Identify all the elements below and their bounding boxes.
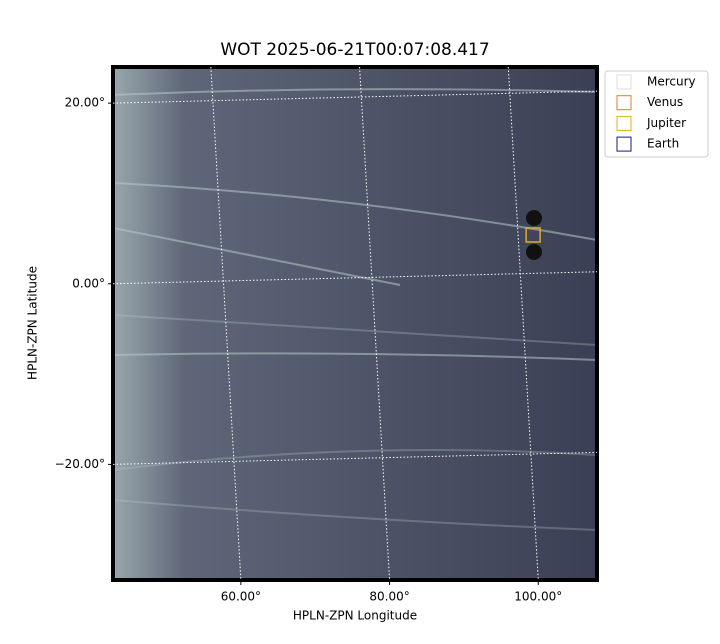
legend-label: Venus — [647, 95, 683, 109]
grid-line — [112, 451, 598, 465]
legend-swatch — [616, 115, 632, 131]
x-tick-label: 60.00° — [221, 590, 261, 604]
legend-label: Earth — [647, 137, 679, 151]
planet-marker — [525, 227, 541, 243]
grid-line — [112, 271, 598, 285]
x-axis-label: HPLN-ZPN Longitude — [293, 609, 417, 623]
streaks — [112, 88, 598, 531]
legend-swatch — [616, 95, 632, 111]
legend-swatch — [616, 136, 632, 152]
grid-line — [359, 66, 391, 581]
y-tick-label: 20.00° — [65, 96, 105, 110]
grid-line — [507, 66, 539, 581]
legend-label: Mercury — [647, 75, 696, 89]
y-axis-label: HPLN-ZPN Latitude — [26, 266, 40, 380]
image — [111, 65, 599, 582]
chart-title: WOT 2025-06-21T00:07:08.417 — [220, 40, 489, 60]
y-tick-label: −20.00° — [55, 457, 105, 471]
x-tick-label: 100.00° — [514, 590, 562, 604]
legend-swatch — [616, 74, 632, 90]
grid-line — [112, 90, 598, 104]
legend: Mercury Venus Jupiter Earth — [604, 70, 709, 158]
x-tick-label: 80.00° — [369, 590, 409, 604]
y-tick-label: 0.00° — [72, 276, 105, 290]
image-area — [113, 67, 597, 580]
grid-line — [210, 66, 242, 581]
legend-label: Jupiter — [646, 116, 686, 130]
